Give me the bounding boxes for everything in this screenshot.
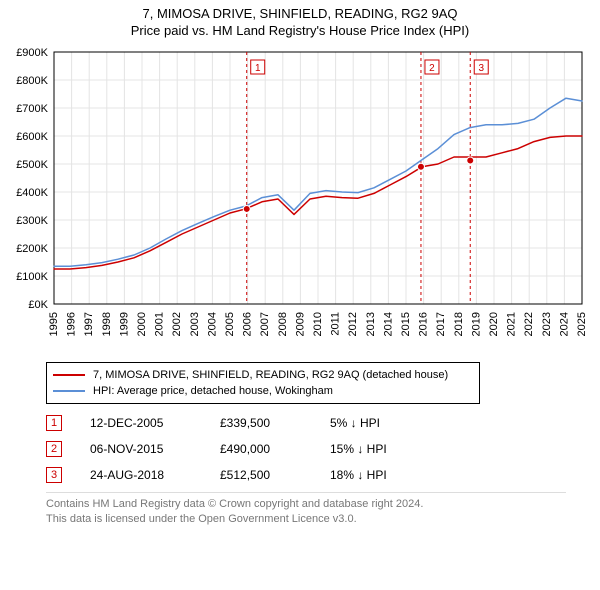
y-tick-label: £200K xyxy=(16,243,48,255)
y-tick-label: £900K xyxy=(16,47,48,59)
x-tick-label: 2023 xyxy=(541,312,553,336)
event-price: £490,000 xyxy=(220,442,330,456)
event-badge-number: 3 xyxy=(478,63,484,74)
x-tick-label: 2012 xyxy=(347,312,359,336)
event-badge: 1 xyxy=(46,415,62,431)
y-tick-label: £0K xyxy=(28,299,48,311)
event-row: 1 12-DEC-2005£339,5005% ↓ HPI xyxy=(46,412,590,434)
x-tick-label: 1998 xyxy=(101,312,113,336)
legend-label: 7, MIMOSA DRIVE, SHINFIELD, READING, RG2… xyxy=(93,369,448,381)
x-tick-label: 2007 xyxy=(259,312,271,336)
x-tick-label: 2010 xyxy=(312,312,324,336)
y-tick-label: £700K xyxy=(16,103,48,115)
title-address: 7, MIMOSA DRIVE, SHINFIELD, READING, RG2… xyxy=(10,6,590,21)
legend-row: HPI: Average price, detached house, Woki… xyxy=(53,383,473,399)
event-badge-number: 2 xyxy=(429,63,435,74)
event-marker xyxy=(467,157,474,164)
footer-line: This data is licensed under the Open Gov… xyxy=(46,512,566,527)
event-badge: 3 xyxy=(46,467,62,483)
y-tick-label: £100K xyxy=(16,271,48,283)
footer-line: Contains HM Land Registry data © Crown c… xyxy=(46,497,566,512)
x-tick-label: 2011 xyxy=(330,312,342,336)
x-tick-label: 2024 xyxy=(558,312,570,336)
x-tick-label: 1999 xyxy=(118,312,130,336)
event-price: £512,500 xyxy=(220,468,330,482)
event-row: 3 24-AUG-2018£512,50018% ↓ HPI xyxy=(46,464,590,486)
legend-swatch xyxy=(53,374,85,376)
x-tick-label: 2002 xyxy=(171,312,183,336)
events-table: 1 12-DEC-2005£339,5005% ↓ HPI 2 06-NOV-2015… xyxy=(46,412,590,486)
x-tick-label: 2001 xyxy=(154,312,166,336)
x-tick-label: 2015 xyxy=(400,312,412,336)
y-tick-label: £800K xyxy=(16,75,48,87)
y-tick-label: £300K xyxy=(16,215,48,227)
x-tick-label: 2017 xyxy=(435,312,447,336)
event-date: 24-AUG-2018 xyxy=(90,468,220,482)
price-chart: £0K £100K £200K £300K £400K £500K £600K £700K £8… xyxy=(10,46,590,356)
event-badge-number: 1 xyxy=(255,63,261,74)
y-tick-label: £500K xyxy=(16,159,48,171)
event-delta: 18% ↓ HPI xyxy=(330,468,450,482)
legend-label: HPI: Average price, detached house, Woki… xyxy=(93,385,333,397)
y-tick-label: £600K xyxy=(16,131,48,143)
legend-swatch xyxy=(53,390,85,392)
x-tick-label: 2004 xyxy=(206,312,218,336)
x-tick-label: 2018 xyxy=(453,312,465,336)
event-date: 06-NOV-2015 xyxy=(90,442,220,456)
x-tick-label: 2009 xyxy=(294,312,306,336)
y-tick-label: £400K xyxy=(16,187,48,199)
event-row: 2 06-NOV-2015£490,00015% ↓ HPI xyxy=(46,438,590,460)
x-tick-label: 1996 xyxy=(66,312,78,336)
x-tick-label: 1997 xyxy=(83,312,95,336)
x-tick-label: 2013 xyxy=(365,312,377,336)
event-marker xyxy=(243,205,250,212)
legend: 7, MIMOSA DRIVE, SHINFIELD, READING, RG2… xyxy=(46,362,480,404)
x-tick-label: 1995 xyxy=(48,312,60,336)
x-tick-label: 2016 xyxy=(418,312,430,336)
event-delta: 5% ↓ HPI xyxy=(330,416,450,430)
event-delta: 15% ↓ HPI xyxy=(330,442,450,456)
attribution-footer: Contains HM Land Registry data © Crown c… xyxy=(46,492,566,527)
legend-row: 7, MIMOSA DRIVE, SHINFIELD, READING, RG2… xyxy=(53,367,473,383)
x-tick-label: 2025 xyxy=(576,312,588,336)
x-tick-label: 2006 xyxy=(242,312,254,336)
event-price: £339,500 xyxy=(220,416,330,430)
x-tick-label: 2014 xyxy=(382,312,394,336)
x-tick-label: 2019 xyxy=(470,312,482,336)
x-tick-label: 2020 xyxy=(488,312,500,336)
x-tick-label: 2021 xyxy=(506,312,518,336)
x-tick-label: 2000 xyxy=(136,312,148,336)
event-date: 12-DEC-2005 xyxy=(90,416,220,430)
x-tick-label: 2003 xyxy=(189,312,201,336)
x-tick-label: 2005 xyxy=(224,312,236,336)
event-badge: 2 xyxy=(46,441,62,457)
x-tick-label: 2008 xyxy=(277,312,289,336)
event-marker xyxy=(417,163,424,170)
title-subtitle: Price paid vs. HM Land Registry's House … xyxy=(10,23,590,38)
x-tick-label: 2022 xyxy=(523,312,535,336)
